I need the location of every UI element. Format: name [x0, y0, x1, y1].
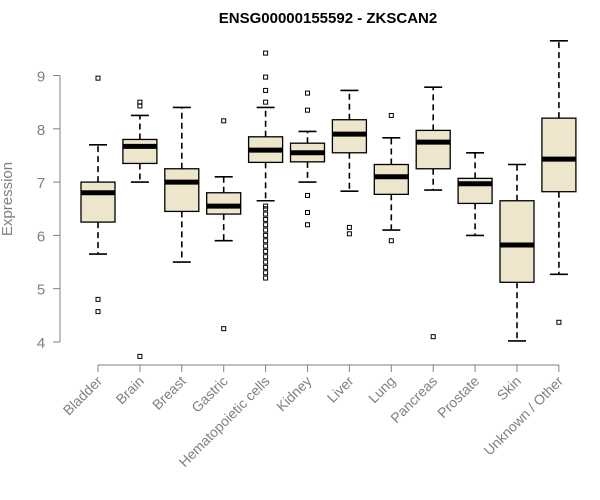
- x-tick-label: Prostate: [434, 373, 482, 421]
- plot-area: [80, 40, 577, 359]
- box-group: [541, 40, 577, 325]
- x-tick-label: Kidney: [273, 373, 315, 415]
- outlier-point: [263, 264, 269, 270]
- outlier-point: [263, 74, 269, 80]
- box: [80, 181, 116, 223]
- outlier-point: [263, 206, 269, 212]
- box: [164, 168, 200, 213]
- box-group: [331, 89, 368, 237]
- outlier-point: [263, 50, 269, 56]
- outlier-point: [137, 103, 143, 109]
- box: [373, 163, 409, 196]
- box: [415, 129, 451, 170]
- box: [122, 138, 158, 165]
- x-tick-label: Skin: [494, 373, 525, 404]
- outlier-point: [305, 107, 310, 113]
- y-tick-label: 9: [37, 69, 45, 86]
- box: [541, 117, 577, 193]
- y-axis-label: Expression: [0, 162, 16, 236]
- outlier-point: [263, 203, 269, 209]
- outlier-point: [263, 216, 269, 222]
- y-axis: 4 5 6 7 8 9: [37, 69, 61, 352]
- box-group: [164, 106, 200, 263]
- outlier-point: [263, 227, 269, 233]
- outlier-point: [346, 231, 352, 237]
- x-tick-label: Unknown / Other: [480, 373, 566, 459]
- box-group: [206, 118, 242, 332]
- y-tick-label: 7: [37, 175, 45, 192]
- box-group: [415, 86, 451, 340]
- outlier-point: [263, 211, 269, 217]
- box-group: [247, 50, 284, 281]
- box-group: [499, 163, 535, 342]
- box-group: [122, 99, 158, 359]
- outlier-point: [95, 75, 101, 81]
- outlier-point: [305, 222, 310, 228]
- x-tick-label: Lung: [365, 373, 398, 406]
- chart-title: ENSG00000155592 - ZKSCAN2: [219, 10, 437, 27]
- y-tick-label: 8: [37, 122, 45, 139]
- outlier-point: [346, 224, 352, 230]
- outlier-point: [263, 99, 269, 105]
- y-tick-label: 4: [37, 335, 45, 352]
- y-tick-label: 6: [37, 228, 45, 245]
- x-tick-label: Brain: [113, 373, 147, 407]
- box: [206, 192, 242, 215]
- outlier-point: [430, 334, 436, 340]
- outlier-point: [388, 238, 394, 244]
- box-group: [373, 112, 409, 244]
- y-tick-label: 5: [37, 282, 45, 299]
- outlier-point: [137, 353, 143, 359]
- outlier-point: [263, 238, 269, 244]
- outlier-point: [263, 232, 269, 238]
- outlier-point: [305, 90, 310, 96]
- outlier-point: [263, 259, 269, 265]
- outlier-point: [556, 319, 562, 325]
- outlier-point: [95, 296, 101, 302]
- outlier-point: [263, 275, 269, 281]
- outlier-point: [263, 243, 269, 249]
- outlier-point: [388, 112, 394, 118]
- outlier-point: [221, 326, 227, 332]
- outlier-point: [263, 254, 269, 260]
- outlier-point: [95, 309, 101, 315]
- x-tick-label: Pancreas: [387, 373, 440, 426]
- outlier-point: [305, 209, 310, 215]
- x-tick-label: Bladder: [60, 373, 106, 419]
- outlier-point: [263, 87, 269, 93]
- outlier-point: [263, 270, 269, 276]
- box: [499, 200, 535, 283]
- outlier-point: [221, 118, 227, 124]
- box-group: [80, 75, 116, 315]
- box-group: [457, 151, 493, 237]
- x-tick-label: Liver: [324, 373, 357, 406]
- outlier-point: [263, 248, 269, 254]
- x-tick-label: Breast: [149, 373, 189, 413]
- outlier-point: [305, 192, 310, 198]
- box-group: [289, 90, 326, 228]
- outlier-point: [263, 222, 269, 228]
